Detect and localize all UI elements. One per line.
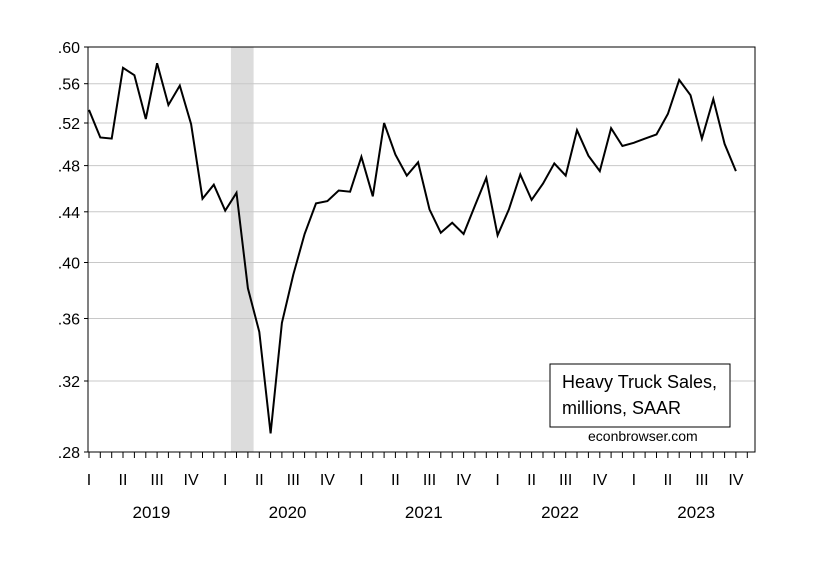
legend-frame — [549, 363, 731, 428]
y-axis: .28 .32 .36 .40 .44 .48 .52 .56 .60 — [58, 40, 88, 462]
x-quarter-label: II — [527, 472, 536, 489]
y-tick-label: .28 — [58, 445, 80, 462]
x-quarter-label: IV — [592, 472, 607, 489]
legend-line-1: Heavy Truck Sales, — [562, 372, 717, 392]
recession-band — [230, 47, 254, 452]
legend-line-2: millions, SAAR — [562, 398, 681, 418]
x-quarter-label: III — [287, 472, 300, 489]
y-tick-label: .36 — [58, 312, 80, 329]
x-quarter-label: I — [87, 472, 91, 489]
gridlines — [88, 83, 755, 382]
y-tick-label: .48 — [58, 159, 80, 176]
x-quarter-label: III — [150, 472, 163, 489]
x-quarter-label: I — [359, 472, 363, 489]
watermark: econbrowser.com — [588, 428, 698, 444]
x-year-label: 2019 — [132, 503, 170, 522]
y-tick-label: .56 — [58, 77, 80, 94]
x-quarter-label: II — [255, 472, 264, 489]
y-tick-label: .40 — [58, 256, 80, 273]
x-quarter-label: IV — [320, 472, 335, 489]
x-quarter-label: IV — [184, 472, 199, 489]
y-tick-label: .52 — [58, 116, 80, 133]
y-tick-label: .60 — [58, 40, 80, 57]
x-quarter-label: IV — [456, 472, 471, 489]
x-year-label: 2023 — [677, 503, 715, 522]
x-quarter-label: III — [423, 472, 436, 489]
series-group — [88, 62, 737, 434]
x-quarter-label: IV — [728, 472, 743, 489]
x-year-label: 2021 — [405, 503, 443, 522]
y-tick-label: .44 — [58, 205, 80, 222]
x-quarter-label: I — [223, 472, 227, 489]
x-quarter-label: I — [632, 472, 636, 489]
x-axis: I II III IV I II III IV I II III IV I II III IV I II III IV… — [87, 452, 748, 522]
y-tick-label: .32 — [58, 374, 80, 391]
x-year-label: 2022 — [541, 503, 579, 522]
legend-box: Heavy Truck Sales, millions, SAAR — [549, 363, 731, 428]
series-line — [88, 62, 737, 434]
x-quarter-label: II — [663, 472, 672, 489]
recession-shading — [230, 47, 254, 452]
x-quarter-label: III — [695, 472, 708, 489]
x-quarter-label: II — [391, 472, 400, 489]
plot-frame — [87, 46, 756, 453]
x-quarter-label: III — [559, 472, 572, 489]
x-year-label: 2020 — [269, 503, 307, 522]
x-quarter-label: II — [119, 472, 128, 489]
x-quarter-label: I — [495, 472, 499, 489]
